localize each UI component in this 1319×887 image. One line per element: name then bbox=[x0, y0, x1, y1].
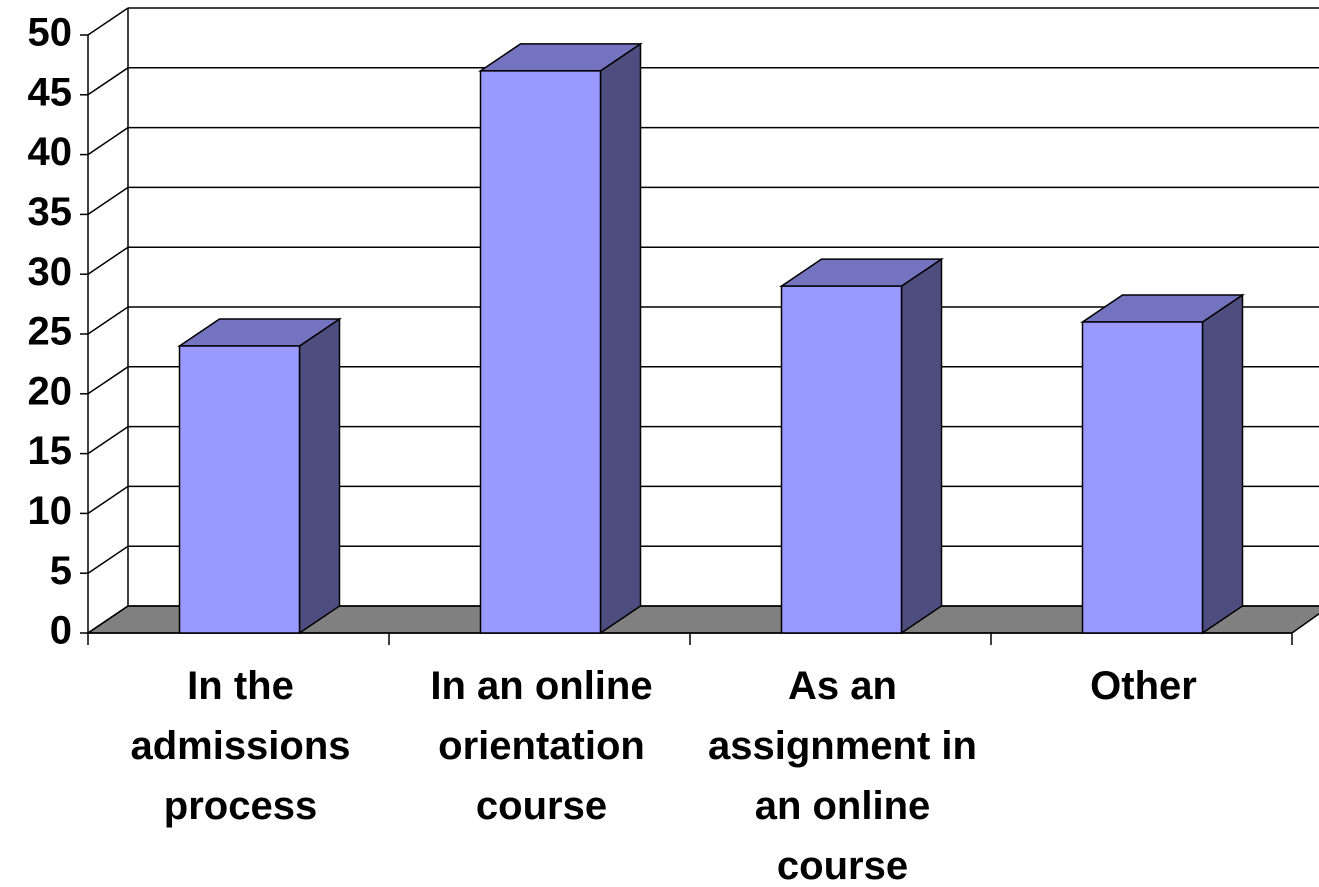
y-tick-label: 50 bbox=[28, 11, 73, 55]
bar-front bbox=[479, 70, 602, 634]
bar-side bbox=[599, 42, 642, 635]
y-tick-label: 30 bbox=[28, 250, 73, 294]
y-tick-label: 5 bbox=[50, 549, 72, 593]
side-grid-line bbox=[87, 306, 129, 335]
side-grid-line bbox=[87, 545, 129, 574]
side-grid-line bbox=[87, 7, 129, 36]
bar bbox=[478, 42, 643, 635]
bar-front bbox=[1081, 321, 1204, 634]
y-tick-label: 20 bbox=[28, 369, 73, 413]
x-tick-label: In the admissions process bbox=[130, 664, 350, 828]
y-tick-label: 40 bbox=[28, 130, 73, 174]
side-grid-line bbox=[87, 246, 129, 275]
bar bbox=[779, 257, 944, 635]
bar-front bbox=[178, 345, 301, 634]
bar-front bbox=[780, 285, 903, 634]
x-tick-label: As an assignment in an online course bbox=[708, 664, 977, 887]
side-grid-line bbox=[87, 485, 129, 515]
bar bbox=[177, 317, 342, 635]
x-tick-label: Other bbox=[1090, 664, 1197, 708]
bar-side bbox=[1201, 293, 1244, 635]
side-grid-line bbox=[87, 425, 129, 455]
side-grid-line bbox=[87, 67, 129, 96]
y-tick-label: 10 bbox=[28, 489, 73, 533]
bar-side bbox=[900, 257, 943, 635]
y-tick-label: 35 bbox=[28, 190, 73, 234]
bar bbox=[1080, 293, 1245, 635]
side-grid-line bbox=[87, 126, 129, 156]
bar-side bbox=[298, 317, 341, 635]
side-grid-line bbox=[87, 186, 129, 216]
y-tick-label: 15 bbox=[28, 429, 73, 473]
side-grid-line bbox=[87, 366, 129, 395]
side-grid-line bbox=[87, 605, 129, 634]
y-tick-label: 45 bbox=[28, 70, 73, 114]
y-tick-label: 25 bbox=[28, 310, 73, 354]
x-tick-label: In an online orientation course bbox=[430, 664, 652, 828]
y-tick-label: 0 bbox=[50, 609, 72, 653]
